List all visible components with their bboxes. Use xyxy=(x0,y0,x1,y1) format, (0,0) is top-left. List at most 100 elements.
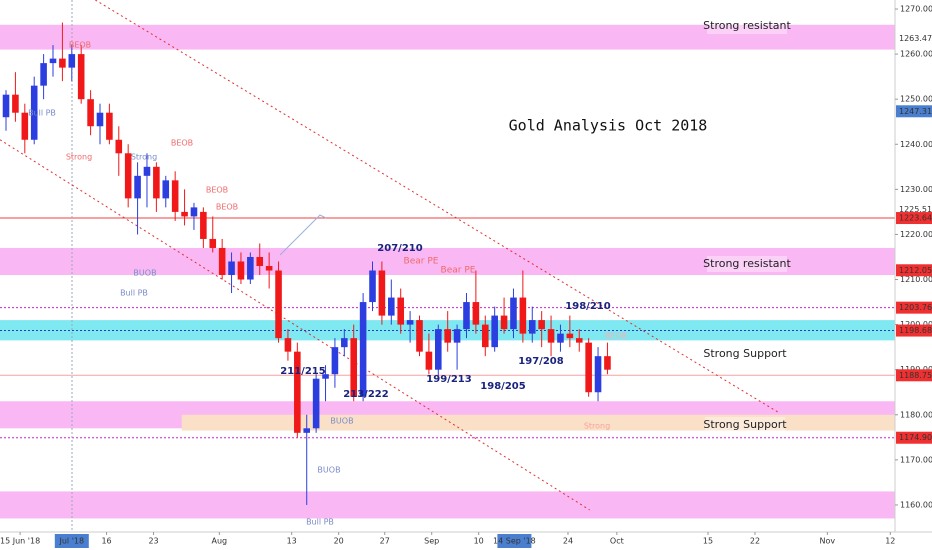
x-tick-label: Aug xyxy=(212,537,228,546)
candles xyxy=(2,22,611,505)
annotations: Strong resistant Strong resistant Strong S… xyxy=(28,18,792,527)
x-tick-label: 27 xyxy=(380,537,390,546)
annotation: BUOB xyxy=(317,466,340,475)
y-tick-label: 1210.000 xyxy=(900,275,932,284)
x-tick-label: 20 xyxy=(334,537,344,546)
x-tick-label: 12 xyxy=(885,537,895,546)
annotation: BEOB xyxy=(605,332,627,341)
candle-body xyxy=(247,256,254,280)
y-tick-label: 1180.000 xyxy=(900,410,932,419)
levels xyxy=(0,217,895,439)
annotation: 198/210 xyxy=(565,301,610,312)
annotation: 211/215 xyxy=(280,366,325,377)
annotation: BUOB xyxy=(330,417,353,426)
candle-body xyxy=(388,297,395,316)
candle-body xyxy=(378,270,386,316)
candle-body xyxy=(519,297,527,334)
y-tick-label: 1270.000 xyxy=(900,5,932,14)
zone xyxy=(181,414,895,431)
candle-body xyxy=(566,333,574,339)
price-label: 1198.685 xyxy=(899,326,932,335)
candle-body xyxy=(500,315,508,330)
candle-body xyxy=(171,180,179,212)
candle-body xyxy=(237,261,245,280)
annotation: BEOB xyxy=(171,139,193,148)
chart-title: Gold Analysis Oct 2018 xyxy=(509,117,708,135)
candle-body xyxy=(275,270,282,339)
candle-body xyxy=(528,320,536,334)
candle-body xyxy=(124,153,132,199)
candle-body xyxy=(143,166,151,176)
price-label-box xyxy=(896,301,932,314)
annotation-bg xyxy=(705,346,785,362)
price-label: 1174.909 xyxy=(899,433,932,442)
x-tick-label: Jul '18 xyxy=(59,537,85,546)
candle-body xyxy=(284,338,292,352)
price-label-box xyxy=(896,105,932,118)
x-tick-label: 22 xyxy=(750,537,760,546)
price-label: 1247.316 xyxy=(899,107,932,116)
annotation: 213/222 xyxy=(343,389,388,400)
candle-body xyxy=(12,94,19,113)
candle-body xyxy=(228,261,235,276)
candle-body xyxy=(312,378,320,429)
price-label-box xyxy=(896,369,932,382)
zone xyxy=(0,24,895,50)
y-tick-label: 1260.000 xyxy=(900,50,932,59)
price-label-box xyxy=(896,212,932,225)
annotation: Bear PE xyxy=(441,266,476,276)
annotation: Strong Support xyxy=(703,347,787,360)
candle-body xyxy=(181,211,188,217)
annotation: Bull PB xyxy=(306,518,334,527)
annotation: BEOB xyxy=(69,41,91,50)
candle-body xyxy=(190,207,198,217)
candle-body xyxy=(96,112,104,127)
candle-body xyxy=(444,329,451,343)
candle-body xyxy=(594,356,602,393)
price-label: 1263.473 xyxy=(899,34,932,43)
x-tick-label: 23 xyxy=(148,537,158,546)
candle-body xyxy=(510,297,517,330)
price-label-box xyxy=(896,32,932,45)
x-tick-label: 10 xyxy=(474,537,484,546)
price-label: 1188.759 xyxy=(899,371,932,380)
annotation: BEOB xyxy=(206,186,228,195)
annotation: Bull PB xyxy=(28,109,56,118)
candle-body xyxy=(557,333,564,343)
candle-body xyxy=(294,351,301,433)
price-label: 1225.51 xyxy=(899,205,932,214)
y-tick-label: 1160.000 xyxy=(900,500,932,509)
annotation: Strong xyxy=(584,422,610,431)
x-tick-label: 16 xyxy=(101,537,111,546)
candle-body xyxy=(453,329,461,343)
candle-body xyxy=(397,297,404,325)
candle-body xyxy=(369,270,376,303)
candle-body xyxy=(303,428,311,433)
candle-body xyxy=(21,112,29,140)
candle-body xyxy=(265,266,273,271)
drawing xyxy=(279,214,327,256)
annotation: 198/205 xyxy=(480,381,525,392)
annotation: Strong Support xyxy=(703,418,787,431)
annotation: Bull PB xyxy=(120,289,148,298)
candle-body xyxy=(538,320,545,330)
candle-body xyxy=(341,338,348,348)
x-tick-label: Nov xyxy=(820,537,836,546)
x-tick-label: 15 xyxy=(703,537,713,546)
price-label-box xyxy=(896,324,932,337)
annotation: BUOB xyxy=(133,269,156,278)
x-tick-label: 14 Sep '18 xyxy=(493,537,536,546)
price-label: 1223.64 xyxy=(899,214,932,223)
candle-body xyxy=(416,320,423,352)
trendlines xyxy=(0,0,780,511)
annotation: 197/208 xyxy=(518,356,563,367)
y-tick-label: 1230.000 xyxy=(900,185,932,194)
candle-body xyxy=(350,338,358,397)
candle-body xyxy=(106,112,113,140)
price-label: 1203.762 xyxy=(899,303,932,312)
candle-body xyxy=(585,342,592,393)
candle-body xyxy=(256,256,264,266)
y-tick-label: 1220.000 xyxy=(900,230,932,239)
price-label-box xyxy=(896,264,932,277)
